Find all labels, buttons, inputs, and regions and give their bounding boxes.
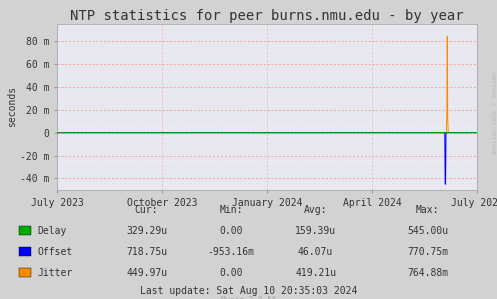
Text: Cur:: Cur: (135, 205, 159, 215)
Text: 46.07u: 46.07u (298, 247, 333, 257)
Text: 764.88m: 764.88m (407, 268, 448, 277)
Text: 329.29u: 329.29u (126, 226, 167, 236)
Text: RRDTOOL / TOBI OETIKER: RRDTOOL / TOBI OETIKER (491, 72, 496, 155)
Y-axis label: seconds: seconds (7, 86, 17, 127)
Text: Last update: Sat Aug 10 20:35:03 2024: Last update: Sat Aug 10 20:35:03 2024 (140, 286, 357, 296)
Title: NTP statistics for peer burns.nmu.edu - by year: NTP statistics for peer burns.nmu.edu - … (70, 9, 464, 23)
Text: 718.75u: 718.75u (126, 247, 167, 257)
Text: Munin 2.0.56: Munin 2.0.56 (221, 296, 276, 299)
Text: Offset: Offset (37, 247, 73, 257)
Text: Min:: Min: (219, 205, 243, 215)
Text: 545.00u: 545.00u (407, 226, 448, 236)
Text: 419.21u: 419.21u (295, 268, 336, 277)
Text: Delay: Delay (37, 226, 67, 236)
Text: -953.16m: -953.16m (208, 247, 254, 257)
Text: 449.97u: 449.97u (126, 268, 167, 277)
Text: Max:: Max: (415, 205, 439, 215)
Text: Avg:: Avg: (304, 205, 328, 215)
Text: 159.39u: 159.39u (295, 226, 336, 236)
Text: 0.00: 0.00 (219, 226, 243, 236)
Text: Jitter: Jitter (37, 268, 73, 277)
Text: 770.75m: 770.75m (407, 247, 448, 257)
Text: 0.00: 0.00 (219, 268, 243, 277)
